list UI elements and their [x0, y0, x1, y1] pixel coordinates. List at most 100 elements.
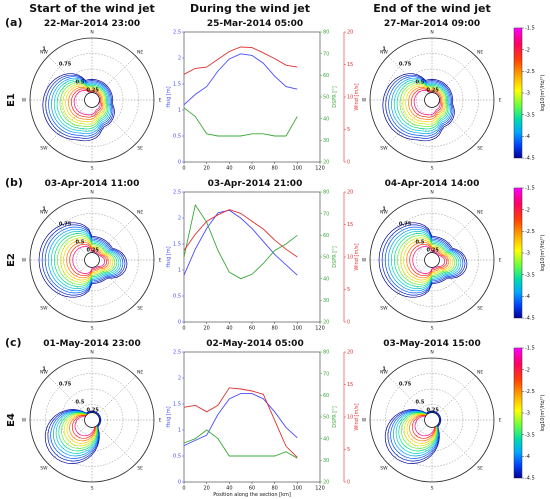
- x-tick-label: 60: [249, 486, 255, 492]
- spectrum-contour: [56, 80, 109, 130]
- direction-label-se: SE: [137, 146, 143, 152]
- ylabel-dspr: DSPR [°]: [332, 86, 338, 108]
- direction-label-ne: NE: [137, 210, 143, 216]
- x-tick-label: 0: [182, 166, 185, 172]
- right-tick-label: 20: [347, 30, 353, 36]
- direction-label-w: W: [22, 418, 27, 424]
- polar-spoke: [91, 215, 137, 261]
- polar-start: N NE E SE S SW W NW1 0.75 0.50.25: [22, 350, 162, 492]
- ylabel-dspr: DSPR [°]: [332, 406, 338, 428]
- x-tick-label: 40: [226, 326, 232, 332]
- direction-label-w: W: [22, 98, 27, 104]
- polar-spoke: [91, 55, 137, 101]
- direction-label-s: S: [91, 326, 94, 332]
- direction-label-w: W: [362, 418, 367, 424]
- end-date: 04-Apr-2014 14:00: [385, 179, 480, 189]
- spectrum-contour: [42, 73, 115, 142]
- spectrum-contour: [57, 235, 116, 285]
- right-tick-label: 0: [347, 480, 350, 486]
- series-line-dspr: [183, 203, 298, 280]
- x-tick-label: 80: [271, 486, 277, 492]
- spectrum-contour: [45, 74, 114, 139]
- x-tick-label: 100: [293, 326, 303, 332]
- colorbar-label: log10(m²/Hz/°): [540, 234, 546, 271]
- line-plot-frame: [183, 191, 321, 323]
- ring-label: 0.25: [426, 88, 439, 94]
- left-tick-label: 2: [178, 56, 181, 62]
- spectrum-contour: [50, 231, 120, 289]
- polar-outer-ring: [369, 197, 495, 323]
- spectrum-contour: [53, 233, 118, 287]
- colorbar: [513, 27, 523, 159]
- spectrum-contour: [41, 224, 126, 296]
- right-tick-label: 5: [347, 287, 350, 293]
- ring-label: 0.5: [75, 239, 84, 245]
- colorbar-label: log10(m²/Hz/°): [540, 394, 546, 431]
- spectrum-contour: [47, 228, 122, 292]
- x-tick-label: 100: [293, 486, 303, 492]
- spectrum-contour: [393, 79, 450, 132]
- spectrum-contour: [60, 237, 114, 283]
- colorbar-tick-label: -3.5: [525, 112, 535, 118]
- spectrum-contour: [63, 239, 112, 281]
- left-tick-label: 0.5: [173, 134, 181, 140]
- left-tick-label: 1: [178, 268, 181, 274]
- colorbar-group: -1.5 -2 -2.5 -3 -3.5 -4 -4.5 log10(m²/Hz/°): [513, 26, 546, 162]
- ylabel-hsig: Hsig [m]: [166, 406, 172, 427]
- direction-label-e: E: [159, 258, 162, 264]
- direction-label-se: SE: [477, 466, 483, 472]
- polar-center: [424, 92, 440, 108]
- spectrum-contour: [53, 79, 110, 132]
- series-line-dspr: [183, 429, 298, 459]
- spectrum-contour: [51, 77, 111, 135]
- right-tick-label: 20: [347, 190, 353, 196]
- ring-label: 1: [42, 46, 46, 52]
- ring-label: 0.75: [59, 382, 72, 388]
- x-tick-label: 60: [249, 326, 255, 332]
- polar-end: N NE E SE S SW W NW1 0.75 0.50.25: [362, 350, 502, 492]
- direction-label-nw: NW: [380, 370, 388, 376]
- spectrum-contour: [391, 77, 451, 135]
- spectrum-contour: [403, 239, 452, 281]
- colorbar-tick-label: -3: [525, 251, 530, 257]
- direction-label-w: W: [362, 98, 367, 104]
- mid-tick-label: 50: [323, 415, 329, 421]
- polar-spoke: [91, 375, 137, 421]
- spectrum-contour: [65, 85, 105, 123]
- direction-label-ne: NE: [477, 370, 483, 376]
- ring-label: 0.5: [415, 239, 424, 245]
- mid-tick-label: 50: [323, 255, 329, 261]
- right-tick-label: 10: [347, 255, 353, 261]
- right-tick-label: 10: [347, 415, 353, 421]
- x-tick-label: 20: [203, 166, 209, 172]
- left-tick-label: 1.5: [173, 402, 181, 408]
- panel-label: (c): [5, 336, 22, 349]
- direction-label-sw: SW: [40, 466, 48, 472]
- polar-center: [424, 252, 440, 268]
- left-tick-label: 2: [178, 216, 181, 222]
- left-tick-label: 0.5: [173, 454, 181, 460]
- x-tick-label: 20: [203, 486, 209, 492]
- spectrum-contour: [384, 226, 464, 294]
- polar-end: N NE E SE S SW W NW1 0.75 0.50.25: [362, 30, 502, 172]
- direction-label-sw: SW: [380, 306, 388, 312]
- mid-tick-label: 30: [323, 458, 329, 464]
- direction-label-sw: SW: [380, 146, 388, 152]
- ring-label: 1: [42, 206, 46, 212]
- right-tick-label: 0: [347, 320, 350, 326]
- ring-label: 0.75: [399, 62, 412, 68]
- colorbar-tick-label: -2.5: [525, 229, 535, 235]
- polar-outer-ring: [29, 197, 155, 323]
- header-during: During the wind jet: [190, 2, 310, 15]
- mid-tick-label: 30: [323, 298, 329, 304]
- spectrum-contour: [44, 409, 102, 464]
- left-tick-label: 1: [178, 108, 181, 114]
- right-tick-label: 15: [347, 382, 353, 388]
- polar-spoke: [91, 259, 137, 305]
- colorbar: [513, 187, 523, 319]
- colorbar-tick-label: -3: [525, 411, 530, 417]
- polar-center: [84, 252, 100, 268]
- during-date: 03-Apr-2014 21:00: [208, 179, 303, 189]
